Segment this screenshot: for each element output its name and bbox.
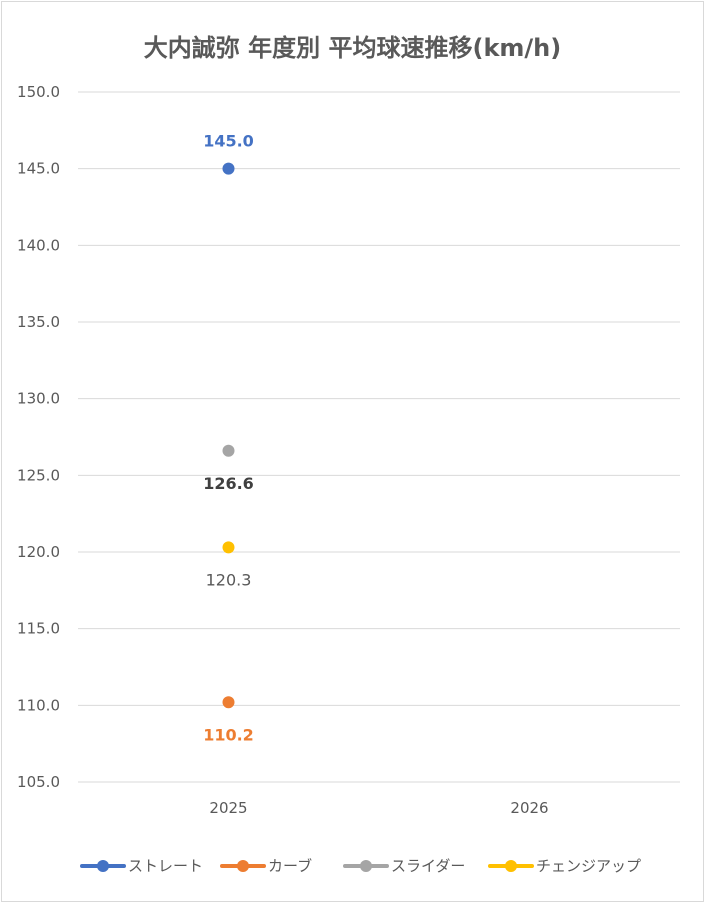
y-tick-label: 105.0 <box>17 773 60 791</box>
y-tick-label: 120.0 <box>17 543 60 561</box>
y-tick-label: 140.0 <box>17 236 60 254</box>
legend-label: カーブ <box>268 857 312 875</box>
y-tick-label: 150.0 <box>17 83 60 101</box>
legend-label: ストレート <box>128 857 203 875</box>
y-tick-label: 130.0 <box>17 390 60 408</box>
legend-marker <box>97 860 109 872</box>
legend-marker <box>237 860 249 872</box>
data-point <box>222 162 235 175</box>
data-label: 120.3 <box>206 570 252 589</box>
legend-label: チェンジアップ <box>536 857 641 875</box>
y-tick-label: 110.0 <box>17 696 60 714</box>
x-tick-label: 2025 <box>209 799 247 817</box>
data-label: 145.0 <box>203 132 254 151</box>
data-point <box>222 444 235 457</box>
legend-marker <box>360 860 372 872</box>
y-tick-label: 145.0 <box>17 160 60 178</box>
x-tick-label: 2026 <box>510 799 548 817</box>
legend-marker <box>505 860 517 872</box>
y-tick-label: 115.0 <box>17 620 60 638</box>
data-point <box>222 696 235 709</box>
data-point <box>222 541 235 554</box>
legend-label: スライダー <box>391 857 465 875</box>
data-label: 126.6 <box>203 474 254 493</box>
y-tick-label: 135.0 <box>17 313 60 331</box>
y-tick-label: 125.0 <box>17 466 60 484</box>
data-label: 110.2 <box>203 725 254 744</box>
chart-title: 大内誠弥 年度別 平均球速推移(km/h) <box>143 34 562 62</box>
